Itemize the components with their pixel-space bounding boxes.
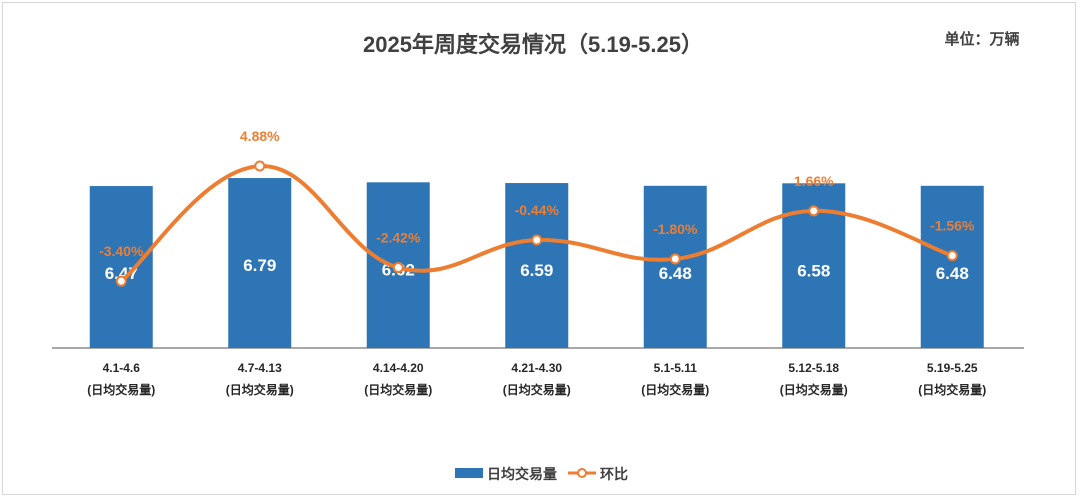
x-tick-sublabel: (日均交易量): [226, 382, 294, 397]
unit-label: 单位：万辆: [944, 30, 1019, 48]
bar-value-label: 6.58: [797, 261, 830, 280]
line-value-label: 1.66%: [794, 173, 834, 189]
bar-value-label: 6.79: [243, 256, 276, 275]
bar: [920, 185, 984, 348]
line-point: [115, 275, 127, 287]
x-tick-label: 4.1-4.6: [103, 361, 141, 375]
bar-value-label: 6.48: [659, 264, 692, 283]
x-tick-sublabel: (日均交易量): [503, 382, 571, 397]
bar: [643, 185, 707, 348]
bar-value-label: 6.59: [520, 261, 553, 280]
bar-series: 6.476.796.626.596.486.586.48: [89, 178, 984, 348]
line-point: [392, 262, 404, 274]
chart-title: 2025年周度交易情况（5.19-5.25）: [363, 32, 703, 57]
line-point: [254, 160, 266, 172]
line-point: [946, 250, 958, 262]
legend-swatch-bar: [455, 468, 483, 478]
x-tick-sublabel: (日均交易量): [641, 382, 709, 397]
x-tick-label: 4.7-4.13: [238, 361, 282, 375]
line-points: [115, 160, 958, 287]
legend: 日均交易量 环比: [455, 466, 628, 482]
line-value-label: -1.80%: [653, 221, 698, 237]
line-value-label: -0.44%: [515, 202, 560, 218]
bar: [228, 178, 292, 348]
x-axis-labels: 4.1-4.6 (日均交易量) 4.7-4.13 (日均交易量) 4.14-4.20 (日…: [87, 361, 986, 397]
line-data-labels: -3.40% 4.88% -2.42% -0.44% -1.80% 1.66% -1.56%: [99, 128, 975, 259]
x-tick-label: 5.19-5.25: [927, 361, 978, 375]
bar-value-label: 6.47: [105, 264, 138, 283]
x-tick-label: 4.21-4.30: [511, 361, 562, 375]
line-point: [531, 234, 543, 246]
x-tick-sublabel: (日均交易量): [918, 382, 986, 397]
x-tick-label: 5.12-5.18: [788, 361, 839, 375]
line-value-label: -3.40%: [99, 243, 144, 259]
x-tick-label: 4.14-4.20: [373, 361, 424, 375]
bar-value-label: 6.48: [936, 264, 969, 283]
line-value-label: 4.88%: [240, 128, 280, 144]
x-tick-sublabel: (日均交易量): [780, 382, 848, 397]
x-tick-label: 5.1-5.11: [654, 361, 698, 375]
line-point: [669, 253, 681, 265]
bar: [89, 186, 153, 348]
line-value-label: -2.42%: [376, 230, 421, 246]
x-tick-sublabel: (日均交易量): [364, 382, 432, 397]
line-point: [808, 205, 820, 217]
line-value-label: -1.56%: [930, 218, 975, 234]
legend-marker-line: [577, 468, 587, 478]
legend-label-bar: 日均交易量: [487, 466, 557, 482]
x-tick-sublabel: (日均交易量): [87, 382, 155, 397]
legend-label-line: 环比: [600, 466, 628, 482]
bar: [505, 183, 569, 348]
